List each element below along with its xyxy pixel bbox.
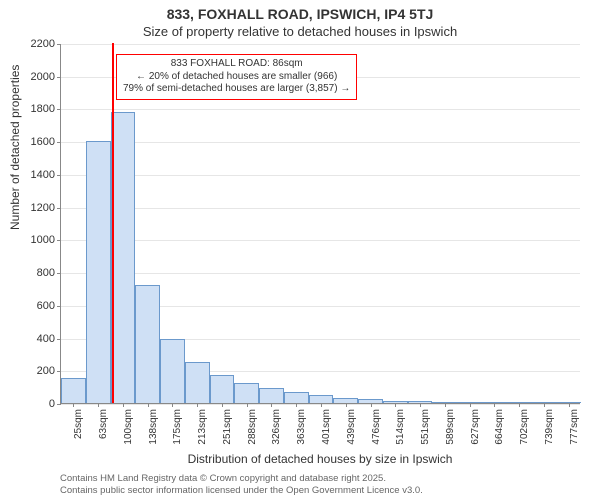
grid-line [61, 175, 580, 176]
histogram-bar [135, 285, 160, 403]
annotation-line-1: 833 FOXHALL ROAD: 86sqm [123, 58, 350, 71]
xtick-mark [346, 403, 347, 407]
ytick-label: 200 [37, 365, 55, 377]
grid-line [61, 44, 580, 45]
xtick-label: 589sqm [445, 409, 456, 445]
xtick-label: 288sqm [247, 409, 258, 445]
xtick-label: 326sqm [271, 409, 282, 445]
grid-line [61, 109, 580, 110]
ytick-label: 400 [37, 333, 55, 345]
xtick-mark [271, 403, 272, 407]
grid-line [61, 273, 580, 274]
ytick-mark [57, 77, 61, 78]
xtick-label: 100sqm [123, 409, 134, 445]
xtick-label: 664sqm [494, 409, 505, 445]
xtick-mark [73, 403, 74, 407]
xtick-mark [321, 403, 322, 407]
ytick-label: 1000 [31, 234, 55, 246]
histogram-bar [86, 141, 111, 403]
ytick-mark [57, 339, 61, 340]
ytick-label: 1600 [31, 136, 55, 148]
credit-line-2: Contains public sector information licen… [60, 485, 423, 496]
annotation-line-2: ← 20% of detached houses are smaller (96… [123, 71, 350, 84]
histogram-bar [284, 392, 309, 403]
ytick-label: 800 [37, 267, 55, 279]
xtick-label: 138sqm [148, 409, 159, 445]
ytick-mark [57, 306, 61, 307]
xtick-mark [197, 403, 198, 407]
marker-line [112, 43, 114, 403]
xtick-mark [172, 403, 173, 407]
chart-title-line2: Size of property relative to detached ho… [0, 24, 600, 39]
ytick-label: 0 [49, 398, 55, 410]
annotation-box: 833 FOXHALL ROAD: 86sqm ← 20% of detache… [116, 54, 357, 100]
histogram-bar [61, 378, 86, 403]
ytick-mark [57, 44, 61, 45]
xtick-label: 551sqm [420, 409, 431, 445]
xtick-mark [420, 403, 421, 407]
xtick-mark [470, 403, 471, 407]
xtick-label: 63sqm [98, 409, 109, 439]
annotation-line-3: 79% of semi-detached houses are larger (… [123, 83, 350, 96]
xtick-mark [371, 403, 372, 407]
ytick-mark [57, 404, 61, 405]
histogram-bar [259, 388, 284, 403]
grid-line [61, 208, 580, 209]
xtick-label: 401sqm [321, 409, 332, 445]
xtick-mark [519, 403, 520, 407]
grid-line [61, 142, 580, 143]
ytick-label: 2000 [31, 71, 55, 83]
ytick-label: 600 [37, 300, 55, 312]
xtick-mark [569, 403, 570, 407]
x-axis-label: Distribution of detached houses by size … [60, 452, 580, 466]
xtick-label: 476sqm [371, 409, 382, 445]
xtick-mark [445, 403, 446, 407]
xtick-label: 777sqm [569, 409, 580, 445]
xtick-mark [123, 403, 124, 407]
histogram-bar [309, 395, 334, 403]
xtick-label: 213sqm [197, 409, 208, 445]
ytick-mark [57, 273, 61, 274]
xtick-mark [544, 403, 545, 407]
credit-line-1: Contains HM Land Registry data © Crown c… [60, 473, 386, 484]
xtick-mark [148, 403, 149, 407]
ytick-label: 1400 [31, 169, 55, 181]
xtick-mark [395, 403, 396, 407]
ytick-mark [57, 240, 61, 241]
ytick-mark [57, 175, 61, 176]
histogram-bar [210, 375, 235, 403]
histogram-bar [185, 362, 210, 403]
ytick-label: 2200 [31, 38, 55, 50]
xtick-label: 627sqm [470, 409, 481, 445]
ytick-label: 1800 [31, 103, 55, 115]
xtick-label: 439sqm [346, 409, 357, 445]
ytick-label: 1200 [31, 202, 55, 214]
chart-title-line1: 833, FOXHALL ROAD, IPSWICH, IP4 5TJ [0, 6, 600, 22]
xtick-mark [296, 403, 297, 407]
xtick-label: 514sqm [395, 409, 406, 445]
ytick-mark [57, 371, 61, 372]
histogram-bar [160, 339, 185, 403]
ytick-mark [57, 142, 61, 143]
xtick-mark [222, 403, 223, 407]
xtick-label: 25sqm [73, 409, 84, 439]
xtick-mark [247, 403, 248, 407]
histogram-bar [234, 383, 259, 403]
ytick-mark [57, 208, 61, 209]
xtick-mark [98, 403, 99, 407]
ytick-mark [57, 109, 61, 110]
xtick-label: 363sqm [296, 409, 307, 445]
grid-line [61, 240, 580, 241]
y-axis-label: Number of detached properties [8, 65, 22, 230]
plot-area: 0200400600800100012001400160018002000220… [60, 44, 580, 404]
xtick-mark [494, 403, 495, 407]
xtick-label: 175sqm [172, 409, 183, 445]
xtick-label: 251sqm [222, 409, 233, 445]
xtick-label: 739sqm [544, 409, 555, 445]
xtick-label: 702sqm [519, 409, 530, 445]
